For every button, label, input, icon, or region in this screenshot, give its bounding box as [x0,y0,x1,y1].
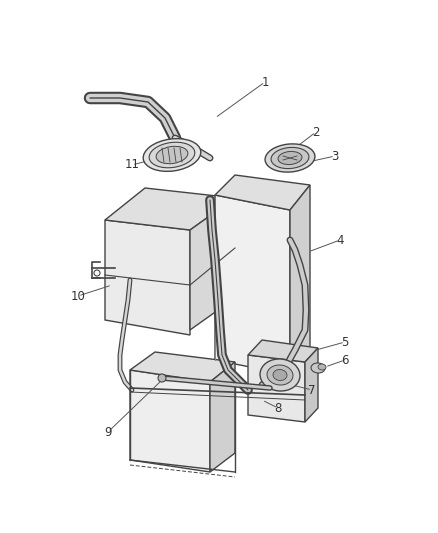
Ellipse shape [267,365,293,385]
Ellipse shape [265,144,315,172]
Polygon shape [130,370,210,472]
Polygon shape [130,352,235,382]
Text: 9: 9 [104,425,112,439]
Polygon shape [210,362,235,472]
Ellipse shape [311,363,325,373]
Text: 1: 1 [261,76,269,88]
Text: 3: 3 [331,149,339,163]
Text: 4: 4 [336,233,344,246]
Text: 10: 10 [71,289,85,303]
Polygon shape [305,348,318,422]
Text: 2: 2 [312,125,320,139]
Ellipse shape [318,364,326,370]
Polygon shape [290,185,310,375]
Polygon shape [190,198,235,330]
Ellipse shape [149,142,195,168]
Text: 8: 8 [274,401,282,415]
Text: 7: 7 [308,384,316,397]
Polygon shape [215,175,310,210]
Text: 6: 6 [341,353,349,367]
Ellipse shape [278,151,302,165]
Ellipse shape [271,148,309,168]
Ellipse shape [273,369,287,381]
Text: 11: 11 [124,158,139,172]
Ellipse shape [260,359,300,391]
Polygon shape [105,188,235,230]
Text: 5: 5 [341,335,349,349]
Circle shape [158,374,166,382]
Ellipse shape [143,139,201,171]
Circle shape [94,270,100,276]
Polygon shape [215,195,290,375]
Polygon shape [248,340,318,362]
Polygon shape [105,220,190,335]
Polygon shape [248,355,305,422]
Ellipse shape [156,146,188,164]
